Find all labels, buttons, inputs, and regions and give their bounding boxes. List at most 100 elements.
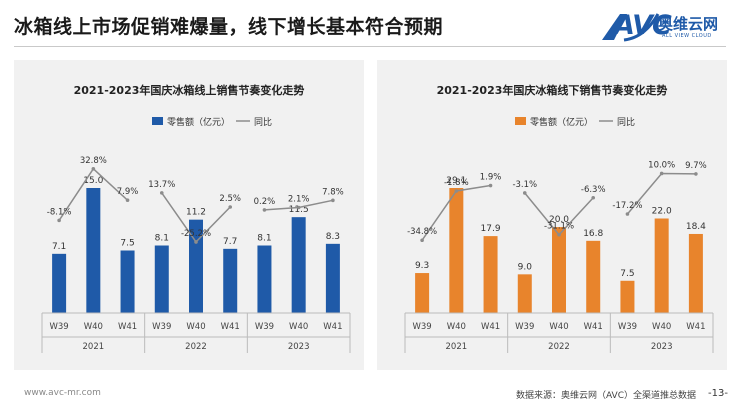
bar-value-label: 17.9: [481, 224, 501, 234]
x-tick-label: W39: [515, 322, 534, 332]
bar: [586, 240, 601, 313]
yoy-point: [454, 189, 459, 193]
bar: [291, 217, 306, 313]
yoy-value-label: -1.8%: [444, 178, 469, 188]
bar: [223, 248, 238, 313]
legend-line-label: 同比: [254, 116, 272, 128]
bar: [620, 280, 635, 313]
yoy-value-label: 0.2%: [254, 197, 276, 207]
online-chart-panel: 2021-2023年国庆冰箱线上销售节奏变化走势零售额（亿元） 同比 7.1 15.0…: [14, 60, 364, 370]
yoy-value-label: -25.2%: [181, 229, 211, 239]
yoy-point: [159, 191, 164, 195]
bar: [52, 253, 67, 313]
yoy-point: [591, 195, 596, 200]
bar: [654, 218, 669, 313]
bar-value-label: 8.1: [155, 234, 169, 244]
logo-swoosh-icon: [602, 13, 660, 42]
bar-value-label: 11.5: [289, 205, 309, 215]
bar-value-label: 8.3: [326, 232, 340, 242]
x-tick-label: W40: [549, 322, 568, 332]
year-group-label: 2022: [185, 342, 207, 352]
bar: [552, 227, 566, 313]
bar-value-label: 11.2: [186, 208, 206, 218]
yoy-value-label: -31.1%: [544, 222, 574, 232]
bar-value-label: 7.7: [223, 237, 237, 247]
yoy-value-label: -6.3%: [581, 185, 606, 195]
legend-line-label: 同比: [617, 116, 635, 128]
yoy-point: [57, 218, 61, 223]
x-tick-label: W40: [447, 322, 466, 332]
yoy-point: [296, 205, 301, 210]
bar-value-label: 9.3: [415, 261, 429, 271]
bar-value-label: 29.1: [446, 176, 466, 186]
legend-bar-label: 零售额（亿元）: [167, 116, 230, 128]
x-tick-label: W39: [255, 322, 274, 332]
yoy-value-label: -34.8%: [407, 227, 437, 237]
footer-url: www.avc-mr.com: [24, 388, 101, 398]
yoy-point: [91, 166, 96, 171]
x-tick-label: W41: [584, 322, 603, 332]
x-tick-label: W40: [289, 322, 308, 332]
bar-value-label: 9.0: [518, 262, 533, 272]
x-tick-label: W39: [49, 322, 68, 332]
yoy-point: [557, 232, 561, 237]
bar: [189, 219, 203, 313]
x-tick-label: W41: [118, 322, 137, 332]
yoy-point: [228, 205, 233, 209]
year-group-label: 2023: [288, 342, 310, 352]
x-tick-label: W41: [686, 322, 705, 332]
legend-bar-swatch: [515, 117, 526, 125]
bar-value-label: 7.1: [52, 242, 66, 252]
yoy-point: [694, 172, 698, 176]
yoy-value-label: 2.1%: [288, 195, 310, 205]
bar: [257, 245, 272, 313]
logo-text: AVC: [614, 10, 672, 41]
logo-cn-text: 奥维云网: [658, 15, 719, 33]
bar: [325, 243, 340, 313]
header-divider: [14, 46, 726, 47]
legend-bar-swatch: [152, 117, 163, 125]
bar-value-label: 18.4: [686, 222, 706, 232]
chart-title: 2021-2023年国庆冰箱线上销售节奏变化走势: [74, 83, 305, 97]
yoy-point: [331, 198, 335, 203]
x-tick-label: W41: [221, 322, 240, 332]
yoy-value-label: -17.2%: [612, 201, 642, 211]
bar-value-label: 7.5: [620, 269, 634, 279]
page-number: -13-: [708, 388, 728, 399]
yoy-value-label: 32.8%: [80, 156, 107, 166]
yoy-point: [420, 238, 424, 243]
year-group-label: 2021: [446, 342, 468, 352]
yoy-point: [659, 171, 664, 176]
x-tick-label: W41: [481, 322, 500, 332]
bar: [415, 273, 430, 313]
year-group-label: 2023: [651, 342, 673, 352]
yoy-point: [194, 240, 198, 244]
yoy-value-label: -8.1%: [47, 207, 72, 217]
bar-value-label: 8.1: [257, 234, 271, 244]
yoy-value-label: 10.0%: [648, 160, 675, 170]
yoy-value-label: 13.7%: [148, 180, 175, 190]
yoy-value-label: -3.1%: [512, 180, 537, 190]
bar: [517, 274, 532, 313]
bar: [449, 188, 464, 313]
yoy-value-label: 2.5%: [219, 194, 241, 204]
x-tick-label: W39: [152, 322, 171, 332]
logo-en-text: ALL VIEW CLOUD: [662, 33, 712, 39]
x-tick-label: W41: [323, 322, 342, 332]
bar: [86, 188, 101, 313]
yoy-value-label: 7.8%: [322, 187, 344, 197]
x-tick-label: W40: [186, 322, 205, 332]
x-tick-label: W40: [84, 322, 103, 332]
x-tick-label: W40: [652, 322, 671, 332]
yoy-value-label: 7.9%: [117, 187, 139, 197]
bar-value-label: 22.0: [652, 206, 672, 216]
bar-value-label: 15.0: [83, 176, 103, 186]
offline-chart-panel: 2021-2023年国庆冰箱线下销售节奏变化走势 零售额（亿元） 同比 9.3 29.1…: [377, 60, 727, 370]
bar: [120, 250, 135, 313]
bar: [154, 245, 169, 313]
avc-logo: AVC 奥维云网 ALL VIEW CLOUD: [600, 10, 720, 44]
bar-value-label: 16.8: [583, 229, 603, 239]
bar: [483, 236, 498, 313]
